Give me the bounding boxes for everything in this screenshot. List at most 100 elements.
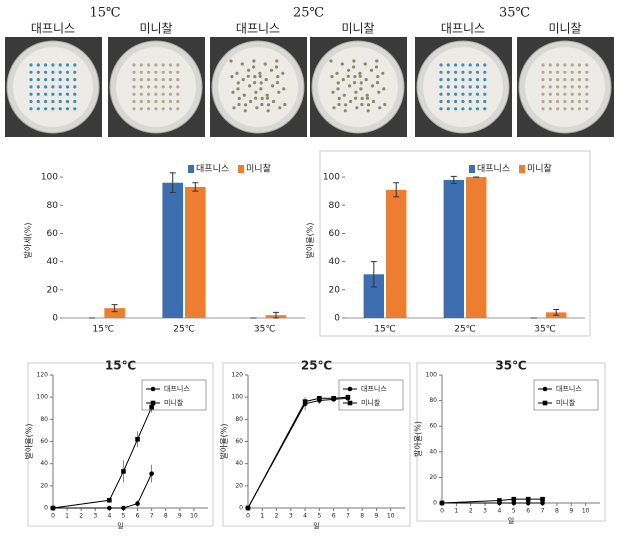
legend-swatch	[469, 165, 475, 173]
seed	[468, 63, 472, 67]
seed	[563, 107, 567, 111]
seed	[483, 70, 487, 74]
seed	[252, 59, 256, 63]
x-tick-label: 5	[317, 513, 321, 520]
seed	[563, 78, 567, 82]
seed	[374, 65, 379, 69]
x-tick-label: 10	[387, 513, 395, 520]
chart-title: 35℃	[495, 359, 526, 373]
seed	[570, 78, 574, 82]
y-tick-label: 60	[40, 438, 48, 445]
seed	[329, 59, 333, 63]
seed	[371, 99, 376, 104]
seed	[382, 87, 386, 91]
seed	[370, 84, 375, 88]
plot-frame	[416, 362, 606, 522]
seed	[154, 63, 158, 67]
seed	[577, 99, 582, 104]
x-axis-label: 일	[508, 516, 514, 525]
seed	[258, 71, 262, 75]
marker	[121, 505, 126, 511]
seed	[232, 106, 236, 110]
seed	[36, 107, 40, 111]
seed	[154, 78, 158, 82]
seed	[161, 63, 165, 67]
seed	[161, 99, 165, 104]
seed	[51, 107, 55, 111]
seed	[240, 62, 244, 66]
cultivar-label: 미니찰	[139, 22, 172, 36]
legend-label: 미니찰	[164, 398, 184, 407]
legend-swatch	[188, 165, 195, 173]
seed	[352, 65, 356, 69]
seed	[446, 92, 450, 96]
marker	[345, 394, 351, 400]
legend-label: 대프니스	[164, 384, 190, 393]
seed	[548, 92, 552, 96]
x-tick-label: 4	[107, 513, 111, 520]
seed	[468, 70, 472, 74]
seed	[541, 78, 545, 82]
marker	[439, 500, 445, 506]
seed	[439, 85, 443, 89]
seed	[132, 78, 136, 82]
marker	[317, 395, 322, 401]
seed	[266, 103, 271, 107]
seed	[585, 107, 589, 111]
seed	[231, 90, 235, 94]
seed	[161, 107, 165, 111]
x-tick-label: 5	[512, 508, 516, 515]
seed	[454, 107, 458, 111]
seed	[254, 90, 258, 94]
seed	[342, 93, 346, 97]
seed	[548, 85, 552, 89]
y-tick-label: 40	[40, 460, 48, 467]
seed	[548, 78, 552, 82]
seed	[44, 92, 48, 96]
marker	[107, 497, 112, 503]
seed	[139, 85, 143, 89]
seed	[73, 99, 77, 104]
y-tick-label: 0	[239, 505, 243, 512]
seed	[282, 87, 286, 91]
seed	[340, 62, 344, 66]
seed	[132, 107, 136, 111]
seed	[556, 85, 560, 89]
seed	[475, 70, 480, 74]
seed	[154, 107, 158, 111]
seed	[147, 99, 151, 104]
seed	[65, 63, 70, 67]
seed	[548, 99, 552, 104]
seed	[29, 99, 33, 104]
seed	[253, 81, 257, 85]
seed	[29, 78, 33, 82]
x-tick-label: 35℃	[534, 325, 556, 335]
seed	[236, 87, 240, 91]
seed	[244, 103, 248, 107]
y-axis-label: 발아율(%)	[24, 424, 34, 460]
legend-swatch	[519, 165, 525, 173]
x-tick-label: 9	[178, 513, 182, 520]
seed	[243, 109, 247, 113]
seed	[585, 63, 589, 67]
seed	[353, 75, 357, 79]
x-tick-label: 6	[332, 513, 336, 520]
bar	[185, 186, 206, 318]
seed	[332, 106, 336, 110]
bar	[363, 274, 384, 318]
seed	[577, 107, 582, 111]
y-tick-label: 0	[433, 500, 437, 507]
seed	[360, 96, 364, 101]
seed	[147, 63, 151, 67]
seed	[483, 78, 487, 82]
seed	[275, 59, 279, 63]
y-axis-label: 발아율(%)	[413, 421, 423, 457]
legend-box	[533, 379, 599, 411]
seed	[58, 70, 62, 74]
seed	[168, 85, 173, 89]
seed	[176, 107, 180, 111]
legend-label: 대프니스	[477, 164, 510, 175]
seed	[242, 93, 246, 97]
seed	[483, 107, 487, 111]
